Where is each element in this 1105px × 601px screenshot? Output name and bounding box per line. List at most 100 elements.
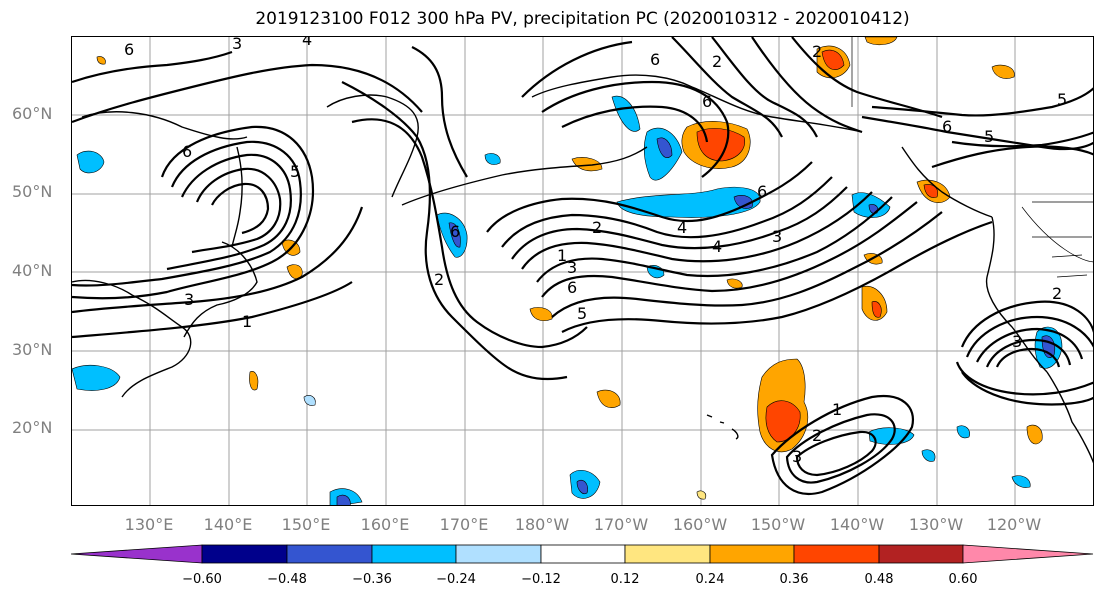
pv-contour: [191, 167, 282, 254]
colorbar-box: [962, 544, 1094, 564]
pv-contour: [976, 327, 1084, 363]
precip-pos-area: [696, 128, 745, 162]
colorbar-box: [371, 544, 457, 564]
precip-pos-area: [96, 56, 106, 65]
coastline-kamchatka: [326, 94, 419, 198]
pv-contour: [166, 153, 292, 271]
contour-label: 6: [757, 182, 767, 201]
contour-label: 6: [567, 278, 577, 297]
pv-contour: [785, 413, 896, 484]
precip-pos-area: [821, 49, 845, 70]
contour-label: 1: [832, 400, 842, 419]
pv-contour: [72, 281, 353, 339]
pv-contour: [995, 347, 1061, 368]
coastline-sakhalin: [231, 146, 243, 248]
contour-label: 2: [712, 52, 722, 71]
pv-contour: [985, 338, 1072, 368]
precip-pos-area: [864, 37, 898, 46]
colorbar-box: [201, 544, 288, 564]
contour-label: 3: [1012, 332, 1022, 351]
precip-pos-area: [923, 184, 938, 198]
contour-label: 3: [772, 227, 782, 246]
precip-neg-area: [733, 195, 753, 209]
contour-label: 3: [567, 258, 577, 277]
contour-label: 2: [812, 426, 822, 445]
map-plot: 6 3 4 6 5 3 1 6 2 1 3 6 5 2 4 4 6 3 6 2 …: [72, 37, 1093, 505]
contour-label: 6: [182, 142, 192, 161]
gridlines: [72, 37, 1093, 505]
precip-neg-area: [72, 364, 121, 391]
lon-label-160e: 160°E: [360, 515, 410, 534]
precip-pos-area: [871, 301, 882, 318]
lon-label-170e: 170°E: [439, 515, 489, 534]
contour-label: 6: [942, 117, 952, 136]
contour-label: 2: [1052, 284, 1062, 303]
precip-neg-area: [921, 449, 936, 462]
lat-label-50n: 50°N: [12, 182, 53, 201]
colorbar-boxes: [71, 544, 1094, 564]
coastline-aleutians: [401, 146, 648, 206]
pv-contour: [961, 371, 1093, 406]
colorbar-box: [286, 544, 373, 564]
contour-label: 4: [677, 218, 687, 237]
colorbar-tick-label: 0.36: [779, 572, 809, 587]
map-title: 2019123100 F012 300 hPa PV, precipitatio…: [255, 9, 910, 29]
pv-contour: [72, 50, 233, 84]
colorbar-box: [793, 544, 880, 564]
precip-pos-area: [571, 157, 603, 172]
pv-contour: [211, 182, 270, 235]
pv-contour: [711, 37, 818, 138]
pv-contour: [351, 118, 588, 349]
colorbar-box: [878, 544, 964, 564]
precip-neg-area: [448, 222, 461, 248]
colorbar-tick-label: −0.24: [436, 572, 476, 587]
pv-contour: [770, 394, 915, 496]
precip-pos-area: [1026, 424, 1043, 445]
contour-labels: 6 3 4 6 5 3 1 6 2 1 3 6 5 2 4 4 6 3 6 2 …: [124, 37, 1067, 466]
lon-label-180w: 180°W: [514, 515, 570, 534]
contour-label: 6: [650, 50, 660, 69]
precip-neg-area: [1011, 475, 1031, 488]
pv-contour: [965, 315, 1093, 358]
lon-label-120w: 120°W: [986, 515, 1042, 534]
colorbar-box: [455, 544, 542, 564]
lat-label-40n: 40°N: [12, 261, 53, 280]
precip-pos-area: [596, 389, 621, 408]
pv-contour: [501, 176, 833, 248]
contour-label: 5: [1057, 90, 1067, 109]
colorbar-tick-label: −0.60: [182, 572, 222, 587]
colorbar-box: [624, 544, 711, 564]
lon-label-140e: 140°E: [203, 515, 253, 534]
contour-label: 5: [984, 127, 994, 146]
contour-label: 2: [812, 42, 822, 61]
precip-neg-area: [576, 479, 588, 494]
pv-contour: [72, 125, 314, 300]
map-panel: 6 3 4 6 5 3 1 6 2 1 3 6 5 2 4 4 6 3 6 2 …: [71, 36, 1094, 506]
precip-neg-area: [956, 425, 970, 439]
coastline-baja: [1046, 371, 1093, 464]
precip-neg-area: [76, 150, 105, 174]
pv-contour: [521, 40, 633, 98]
coastline-okhotsk: [81, 111, 248, 140]
pv-contour: [960, 300, 1093, 348]
lon-label-140w: 140°W: [829, 515, 885, 534]
colorbar-tick-label: 0.60: [948, 572, 978, 587]
precip-neg-area: [616, 186, 761, 218]
pv-contour: [521, 191, 873, 270]
pv-contour: [951, 131, 1093, 148]
pv-contour: [541, 201, 918, 298]
pv-contour: [931, 145, 1093, 169]
precip-pos-area: [529, 307, 553, 321]
coastline-hawaii: [706, 414, 739, 440]
lon-label-150e: 150°E: [281, 515, 331, 534]
contour-label: 1: [242, 312, 252, 331]
lat-label-20n: 20°N: [12, 418, 53, 437]
lon-label-130w: 130°W: [908, 515, 964, 534]
precip-neg-area: [303, 395, 316, 406]
country-border: [851, 37, 1093, 263]
lon-label-150w: 150°W: [750, 515, 806, 534]
lon-label-160w: 160°W: [672, 515, 728, 534]
contour-label: 2: [434, 270, 444, 289]
pv-contour: [551, 211, 943, 318]
pv-contour: [411, 46, 468, 178]
